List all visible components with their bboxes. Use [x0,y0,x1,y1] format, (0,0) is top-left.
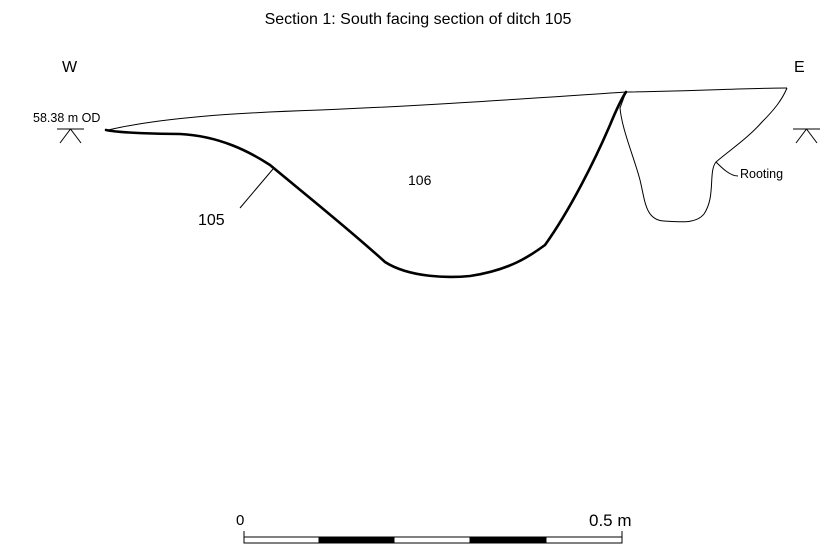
rooting-outline [619,87,788,223]
datum-marker-west [57,128,84,144]
leader-rooting [715,161,739,177]
east-label: E [794,59,805,76]
ground-surface-line [107,87,788,131]
scale-bar [243,531,623,544]
west-label: W [62,59,78,76]
fill-106-label: 106 [408,172,432,188]
scale-segment-2 [318,536,395,544]
cut-105-label: 105 [198,212,225,229]
scale-start-label: 0 [236,512,245,529]
section-title: Section 1: South facing section of ditch… [264,11,572,28]
scale-segment-4 [469,536,547,544]
datum-marker-east [793,128,820,144]
rooting-label: Rooting [740,167,784,181]
datum-level-label: 58.38 m OD [33,111,101,125]
ditch-cut-105 [104,90,628,279]
leader-105 [239,168,274,209]
scale-segment-1 [243,536,320,544]
scale-segment-5 [545,536,623,544]
scale-segment-3 [393,536,471,544]
scale-end-label: 0.5 m [589,511,632,530]
